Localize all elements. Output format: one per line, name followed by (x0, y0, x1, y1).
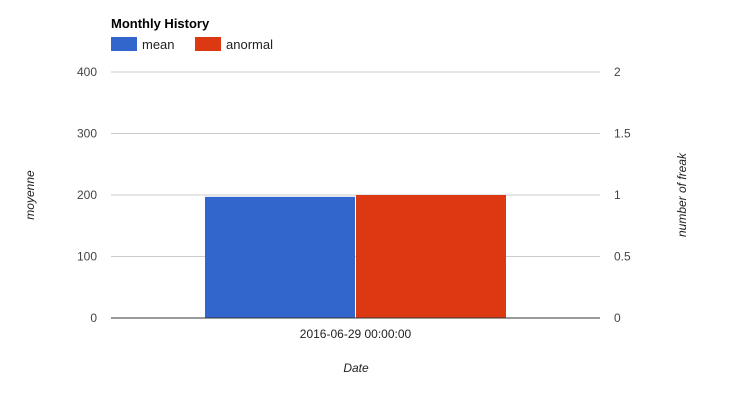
left-tick-label: 100 (77, 250, 97, 264)
left-tick-label: 300 (77, 127, 97, 141)
right-tick-label: 2 (614, 65, 621, 79)
right-axis-title: number of freak (675, 152, 689, 237)
gridlines (111, 71, 600, 257)
legend-swatch-mean (111, 37, 137, 51)
legend-swatch-anormal (195, 37, 221, 51)
left-tick-label: 200 (77, 188, 97, 202)
right-axis-ticks: 0 0.5 1 1.5 2 (614, 65, 631, 325)
bar-anormal (356, 195, 506, 318)
legend: mean anormal (111, 37, 273, 52)
right-tick-label: 0 (614, 311, 621, 325)
left-axis-ticks: 0 100 200 300 400 (77, 65, 97, 325)
legend-label-mean: mean (142, 37, 175, 52)
left-tick-label: 400 (77, 65, 97, 79)
bars (205, 195, 506, 318)
right-tick-label: 1 (614, 188, 621, 202)
left-axis-title: moyenne (23, 170, 37, 220)
category-labels: 2016-06-29 00:00:00 (300, 327, 412, 341)
right-tick-label: 0.5 (614, 250, 631, 264)
bar-mean (205, 196, 355, 318)
legend-label-anormal: anormal (226, 37, 273, 52)
category-label: 2016-06-29 00:00:00 (300, 327, 412, 341)
x-axis-title: Date (343, 361, 369, 375)
right-tick-label: 1.5 (614, 127, 631, 141)
left-tick-label: 0 (90, 311, 97, 325)
chart-title: Monthly History (111, 16, 210, 31)
